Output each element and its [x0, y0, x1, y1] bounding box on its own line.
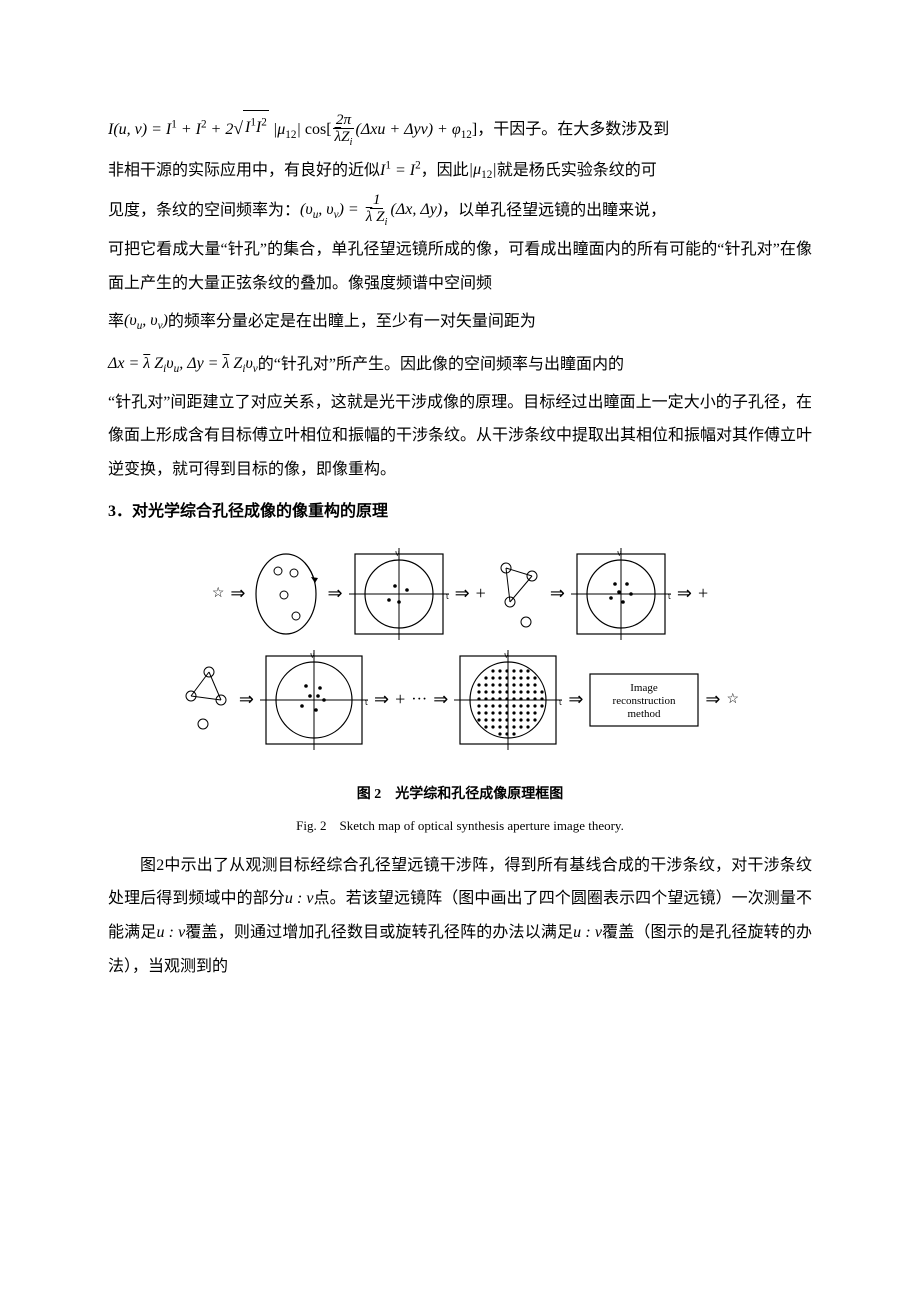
star-icon: ☆: [727, 685, 740, 714]
arrow-icon: ⇒: [550, 575, 565, 613]
line-5: 率 (υu, υv) 的频率分量必定是在出瞳上，至少有一对矢量间距为: [108, 304, 812, 339]
math-I1-eq-I2: I1 = I2: [380, 154, 421, 188]
aperture-config-2: [492, 556, 544, 632]
line-2: 非相干源的实际应用中，有良好的近似 I1 = I2 ，因此 |μ12| 就是杨氏…: [108, 153, 812, 188]
ellipsis: ···: [411, 683, 427, 717]
arrow-icon: ⇒: [239, 681, 254, 719]
figure-2-caption: 图 2 光学综和孔径成像原理框图 Fig. 2 Sketch map of op…: [108, 780, 812, 839]
svg-text:v: v: [617, 548, 622, 558]
svg-text:method: method: [628, 708, 661, 720]
svg-text:v: v: [310, 650, 315, 660]
arrow-icon: ⇒: [568, 681, 583, 719]
arrow-icon: ⇒: [327, 575, 342, 613]
heading-section-3: 3．对光学综合孔径成像的像重构的原理: [108, 495, 812, 529]
figure-2: ☆ ⇒ ⇒ u v ⇒ +: [108, 548, 812, 839]
line-3: 见度，条纹的空间频率为： (υu, υv) = 1λ Zi(Δx, Δy) ，以…: [108, 192, 812, 229]
math-uv-2: u : v: [156, 924, 185, 941]
figure-2-row-2: ⇒ u v ⇒ + ··· ⇒ u v: [108, 650, 812, 750]
uv-plane-sparse-2: u v: [571, 548, 671, 640]
svg-text:u: u: [668, 591, 671, 601]
svg-text:reconstruction: reconstruction: [613, 695, 676, 707]
svg-text:Image: Image: [631, 682, 659, 694]
image-reconstruction-box: Image reconstruction method: [589, 673, 699, 727]
svg-text:v: v: [395, 548, 400, 558]
math-uv-1: u : v: [285, 890, 314, 907]
aperture-config-3: [181, 662, 233, 738]
formula-I-uv: I(u, v) = I1 + I2 + 2√I1I2 |μ12| cos[2πλ…: [108, 110, 477, 149]
caption-en: Fig. 2 Sketch map of optical synthesis a…: [108, 812, 812, 839]
formula-line-1: I(u, v) = I1 + I2 + 2√I1I2 |μ12| cos[2πλ…: [108, 110, 812, 149]
svg-text:v: v: [504, 650, 509, 660]
figure-2-row-1: ☆ ⇒ ⇒ u v ⇒ +: [108, 548, 812, 640]
arrow-icon: ⇒: [705, 681, 720, 719]
arrow-icon: ⇒: [230, 575, 245, 613]
math-uv-3: u : v: [573, 924, 602, 941]
uv-plane-sparse-3: u v: [260, 650, 368, 750]
svg-text:u: u: [365, 697, 368, 707]
para-correspondence: “针孔对”间距建立了对应关系，这就是光干涉成像的原理。目标经过出瞳面上一定大小的…: [108, 386, 812, 487]
aperture-array-ellipse: [251, 551, 321, 637]
para-fig2-explanation: 图2中示出了从观测目标经综合孔径望远镜干涉阵，得到所有基线合成的干涉条纹，对干涉…: [108, 849, 812, 983]
text-after-formula-1: ，干因子。在大多数涉及到: [477, 113, 669, 147]
svg-text:u: u: [559, 697, 562, 707]
para-pinhole-collection: 可把它看成大量“针孔”的集合，单孔径望远镜所成的像，可看成出瞳面内的所有可能的“…: [108, 233, 812, 300]
math-uv-freq: (υu, υv): [124, 304, 168, 339]
arrow-icon: ⇒: [455, 575, 470, 613]
arrow-icon: ⇒: [677, 575, 692, 613]
caption-zh: 图 2 光学综和孔径成像原理框图: [108, 780, 812, 809]
uv-plane-dense: u v: [454, 650, 562, 750]
plus-icon: +: [395, 681, 405, 719]
plus-icon: +: [476, 575, 486, 613]
svg-text:u: u: [446, 591, 449, 601]
plus-icon: +: [698, 575, 708, 613]
math-spatial-freq: (υu, υv) = 1λ Zi(Δx, Δy): [300, 192, 442, 229]
uv-plane-sparse-1: u v: [349, 548, 449, 640]
math-mu12: |μ12|: [469, 153, 497, 188]
math-delta-xy: Δx = λ Ziυu, Δy = λ Ziυv: [108, 347, 258, 382]
arrow-icon: ⇒: [433, 681, 448, 719]
arrow-icon: ⇒: [374, 681, 389, 719]
star-icon: ☆: [212, 579, 225, 608]
line-6: Δx = λ Ziυu, Δy = λ Ziυv 的“针孔对”所产生。因此像的空…: [108, 347, 812, 382]
